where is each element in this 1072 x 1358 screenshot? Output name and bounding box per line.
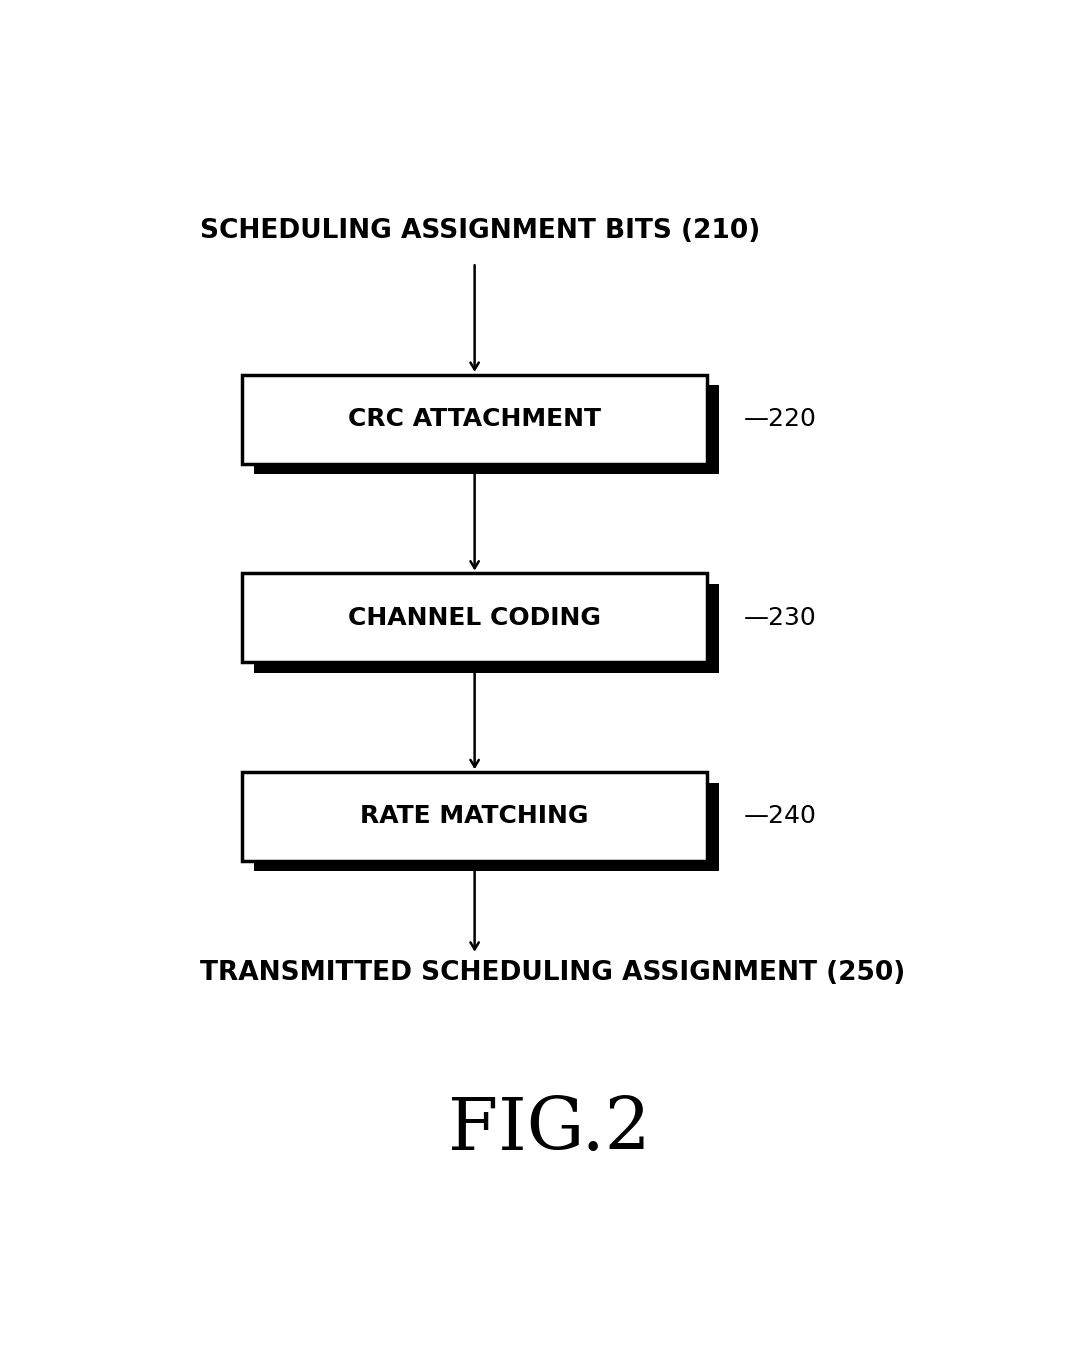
Text: CRC ATTACHMENT: CRC ATTACHMENT	[348, 407, 601, 430]
Bar	[254, 782, 719, 872]
Bar	[254, 386, 719, 474]
Text: —220: —220	[744, 407, 817, 430]
Bar	[254, 584, 719, 672]
Bar	[242, 573, 708, 663]
Text: FIG.2: FIG.2	[448, 1095, 651, 1165]
Text: —240: —240	[744, 804, 817, 828]
Text: RATE MATCHING: RATE MATCHING	[360, 804, 589, 828]
Text: CHANNEL CODING: CHANNEL CODING	[348, 606, 601, 630]
Text: —230: —230	[744, 606, 817, 630]
Bar	[242, 375, 708, 463]
Text: TRANSMITTED SCHEDULING ASSIGNMENT (250): TRANSMITTED SCHEDULING ASSIGNMENT (250)	[200, 960, 906, 986]
Bar	[242, 773, 708, 861]
Text: SCHEDULING ASSIGNMENT BITS (210): SCHEDULING ASSIGNMENT BITS (210)	[200, 217, 761, 244]
